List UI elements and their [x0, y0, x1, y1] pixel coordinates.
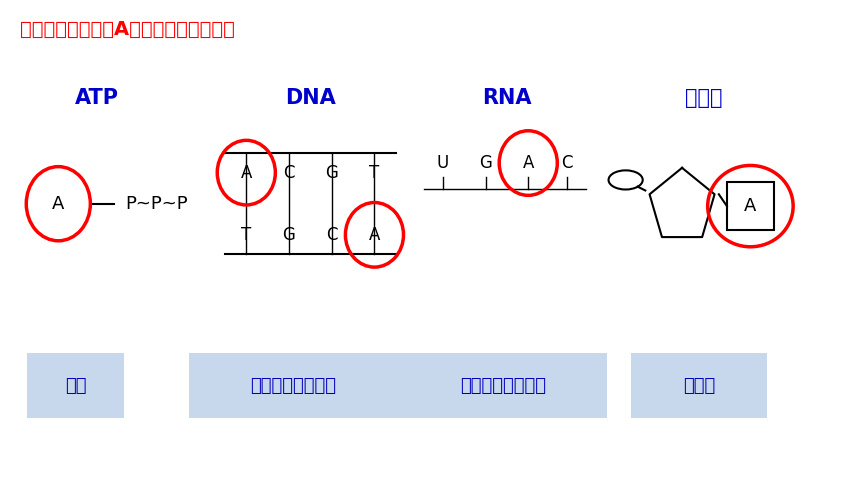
Text: 腺苷: 腺苷	[64, 377, 86, 394]
Text: RNA: RNA	[482, 89, 531, 108]
Text: A: A	[369, 226, 380, 244]
Bar	[727, 182, 774, 230]
Text: C: C	[283, 164, 295, 182]
Text: 腺嘌呤脱氧核苷酸: 腺嘌呤脱氧核苷酸	[250, 377, 336, 394]
Text: A: A	[744, 197, 757, 215]
Text: C: C	[326, 226, 337, 244]
Text: 腺嘌呤: 腺嘌呤	[683, 377, 716, 394]
Text: G: G	[479, 154, 492, 172]
FancyBboxPatch shape	[398, 353, 607, 418]
Text: A: A	[52, 195, 64, 213]
FancyBboxPatch shape	[189, 353, 397, 418]
Text: ATP: ATP	[75, 89, 119, 108]
Text: 腺嘌呤核糖核苷酸: 腺嘌呤核糖核苷酸	[459, 377, 545, 394]
Text: 核苷酸: 核苷酸	[685, 89, 722, 108]
Text: G: G	[283, 226, 296, 244]
Text: G: G	[325, 164, 338, 182]
Text: A: A	[241, 164, 252, 182]
Text: DNA: DNA	[285, 89, 335, 108]
Text: T: T	[241, 226, 251, 244]
Text: C: C	[561, 154, 573, 172]
Text: A: A	[523, 154, 534, 172]
Text: 辨析：分析下面的A是不是同一种物质？: 辨析：分析下面的A是不是同一种物质？	[20, 19, 235, 39]
Text: T: T	[369, 164, 379, 182]
Text: U: U	[437, 154, 449, 172]
FancyBboxPatch shape	[631, 353, 767, 418]
FancyBboxPatch shape	[27, 353, 124, 418]
Text: P~P~P: P~P~P	[126, 195, 187, 213]
